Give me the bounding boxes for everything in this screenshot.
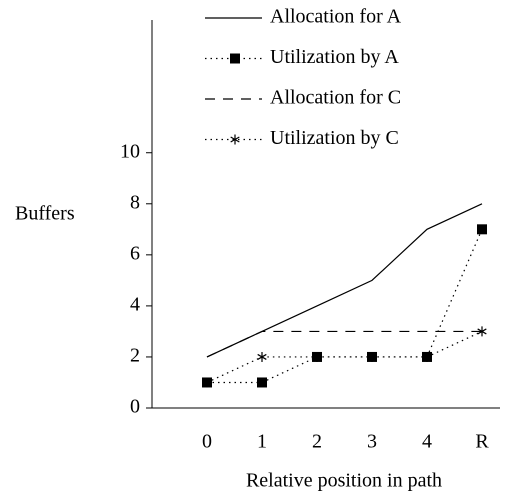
legend-label: Allocation for A bbox=[270, 6, 402, 28]
x-tick-label: 3 bbox=[367, 431, 377, 453]
x-tick-label: 1 bbox=[257, 431, 267, 453]
marker-star bbox=[477, 326, 487, 337]
series-line bbox=[206, 203, 483, 358]
series-line bbox=[207, 229, 483, 384]
y-tick-label: 2 bbox=[130, 345, 140, 367]
y-tick-label: 8 bbox=[130, 191, 140, 213]
series-line bbox=[206, 330, 482, 358]
marker-square bbox=[477, 224, 487, 235]
marker-star bbox=[367, 351, 377, 362]
marker-star bbox=[312, 351, 322, 362]
x-tick-label: R bbox=[475, 431, 489, 453]
x-tick-label: 2 bbox=[312, 431, 322, 453]
marker-square bbox=[257, 377, 267, 388]
marker-square bbox=[230, 53, 240, 64]
y-axis-label: Buffers bbox=[15, 203, 75, 225]
series-line bbox=[206, 330, 483, 384]
marker-star bbox=[202, 377, 212, 388]
y-tick-label: 0 bbox=[130, 396, 140, 418]
y-tick-label: 10 bbox=[120, 140, 140, 162]
marker-star bbox=[422, 351, 432, 362]
legend-label: Allocation for C bbox=[270, 87, 401, 109]
legend-label: Utilization by A bbox=[270, 46, 399, 68]
legend-label: Utilization by C bbox=[270, 127, 399, 149]
x-axis-label: Relative position in path bbox=[246, 470, 442, 492]
marker-star bbox=[230, 134, 240, 145]
x-tick-label: 4 bbox=[422, 431, 432, 453]
y-tick-label: 4 bbox=[130, 293, 140, 315]
marker-star bbox=[257, 351, 267, 362]
y-tick-label: 6 bbox=[130, 242, 140, 264]
x-tick-label: 0 bbox=[202, 431, 212, 453]
